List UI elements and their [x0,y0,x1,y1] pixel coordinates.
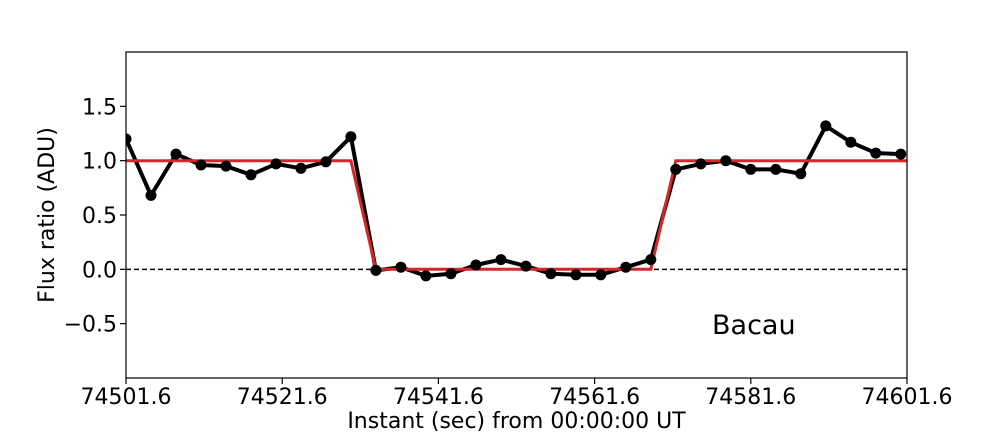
y-tick-label: −0.5 [64,313,117,338]
observed-data-point [870,147,882,159]
x-tick-label: 74601.6 [862,385,953,410]
observed-data-point [470,259,482,271]
model-series-line [126,159,907,271]
observed-data-point [520,260,532,272]
y-tick-label: 0.5 [82,204,117,229]
observed-data-point [720,155,732,167]
observed-data-point [126,133,132,145]
observed-data-point [345,131,357,143]
observed-data-point [895,148,907,160]
y-tick-label: 0.0 [82,258,117,283]
observed-data-point [170,148,182,160]
observed-data-point [570,269,582,281]
observed-data-point [145,189,157,201]
observed-data-point [370,264,382,276]
observed-data-point [195,159,207,171]
observed-data-point [395,261,407,273]
observed-data-point [420,270,432,282]
observed-data-point [295,162,307,174]
observed-data-point [320,156,332,168]
observed-data-point [245,169,257,181]
x-axis-label: Instant (sec) from 00:00:00 UT [347,409,686,432]
x-tick-label: 74521.6 [237,385,328,410]
observed-data-point [770,163,782,175]
observed-data-point [645,254,657,266]
x-tick-label: 74541.6 [393,385,484,410]
observed-data-point [545,268,557,280]
observed-data-point [595,269,607,281]
x-tick-label: 74561.6 [549,385,640,410]
observed-data-point [695,158,707,170]
observed-data-point [845,136,857,148]
x-tick-label: 74501.6 [81,385,172,410]
plot-data-layer [126,120,907,282]
observed-data-point [445,268,457,280]
observed-data-point [495,254,507,266]
observed-data-point [220,160,232,172]
x-tick-label: 74581.6 [705,385,796,410]
observed-data-point [670,163,682,175]
ticks-layer: 74501.6 74521.6 74541.6 74561.6 74581.6 74601… [64,95,953,410]
observed-data-point [620,261,632,273]
observed-data-point [795,168,807,180]
observed-data-point [820,120,832,132]
y-tick-label: 1.0 [82,150,117,175]
observed-data-point [270,158,282,170]
y-tick-label: 1.5 [82,95,117,120]
observed-data-point [745,163,757,175]
y-axis-label: Flux ratio (ADU) [35,127,60,303]
annotation-label: Bacau [712,310,796,341]
